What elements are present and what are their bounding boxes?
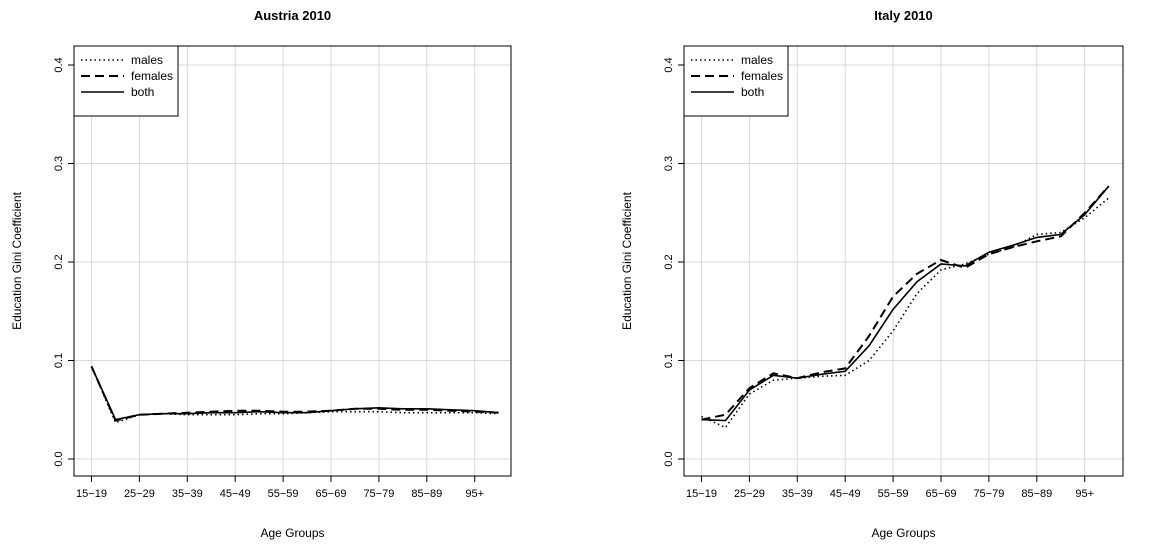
legend-label-females: females	[131, 69, 173, 83]
legend-label-both: both	[131, 85, 154, 99]
x-tick-label: 65−69	[316, 488, 347, 500]
x-tick-label: 45−49	[220, 488, 251, 500]
legend-box	[73, 45, 179, 117]
x-tick-label: 55−59	[268, 488, 299, 500]
chart-panel-1: 15−19 25−29 35−39 45−49 55−59 65−69 75−79 85−89…	[10, 8, 512, 540]
legend-label-females: females	[741, 69, 783, 83]
legend-label-males: males	[741, 53, 773, 67]
legend: males females both	[73, 45, 179, 117]
x-tick-label: 15−19	[686, 488, 717, 500]
legend-box	[683, 45, 789, 117]
chart-panel-2: 15−19 25−29 35−39 45−49 55−59 65−69 75−79 85−89…	[620, 8, 1124, 540]
series-line-both	[90, 366, 499, 421]
y-tick-label: 0.3	[663, 156, 675, 171]
y-axis-label: Education Gini Coefficient	[10, 191, 24, 330]
chart-title: Austria 2010	[254, 8, 331, 23]
legend: males females both	[683, 45, 789, 117]
x-tick-label: 25−29	[124, 488, 155, 500]
legend-label-males: males	[131, 53, 163, 67]
x-tick-label: 75−79	[973, 488, 1004, 500]
x-tick-label: 35−39	[782, 488, 813, 500]
x-tick-label: 95+	[1075, 488, 1094, 500]
x-tick-label: 85−89	[1021, 488, 1052, 500]
y-tick-label: 0.1	[53, 353, 65, 368]
y-tick-label: 0.1	[663, 353, 675, 368]
plot-frame	[73, 45, 512, 477]
x-axis-label: Age Groups	[871, 526, 935, 540]
x-axis-label: Age Groups	[260, 526, 324, 540]
y-tick-label: 0.4	[663, 57, 675, 72]
series-line-males	[701, 197, 1110, 429]
y-tick-label: 0.4	[53, 57, 65, 72]
chart-title: Italy 2010	[874, 8, 933, 23]
x-tick-label: 35−39	[172, 488, 203, 500]
y-axis-label: Education Gini Coefficient	[620, 191, 634, 330]
plot-frame	[683, 45, 1124, 477]
series-line-females	[701, 185, 1110, 421]
x-tick-label: 55−59	[878, 488, 909, 500]
x-tick-label: 15−19	[76, 488, 107, 500]
y-tick-label: 0.0	[663, 451, 675, 466]
y-tick-label: 0.2	[663, 254, 675, 269]
x-tick-label: 95+	[465, 488, 484, 500]
y-tick-label: 0.0	[53, 451, 65, 466]
x-tick-label: 25−29	[734, 488, 765, 500]
series-line-both	[701, 185, 1110, 422]
x-tick-label: 65−69	[926, 488, 957, 500]
legend-label-both: both	[741, 85, 764, 99]
x-tick-label: 85−89	[411, 488, 442, 500]
x-tick-label: 75−79	[363, 488, 394, 500]
x-tick-label: 45−49	[830, 488, 861, 500]
y-tick-label: 0.2	[53, 254, 65, 269]
y-tick-label: 0.3	[53, 156, 65, 171]
gridlines	[74, 46, 511, 476]
